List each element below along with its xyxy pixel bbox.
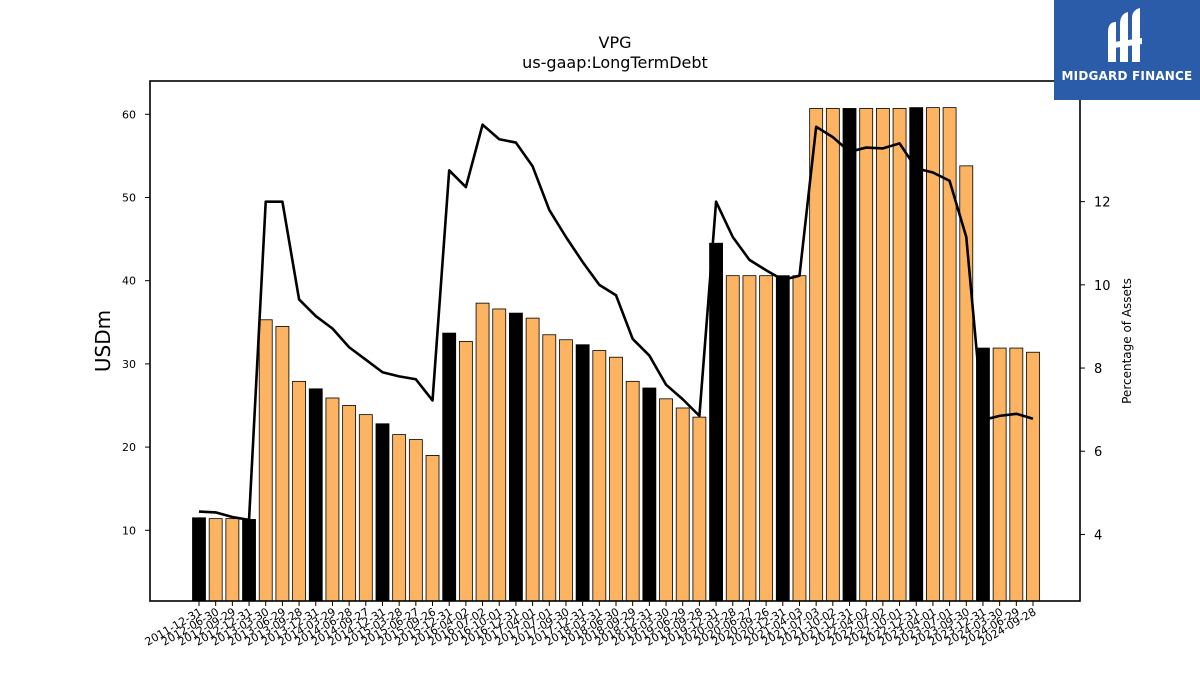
bar-2021-07-03: [809, 108, 824, 602]
bar-2022-07-02: [875, 108, 890, 602]
bar-2024-09-28: [1026, 351, 1040, 602]
y-tick-label: 60: [122, 108, 136, 121]
bar-2016-10-01: [492, 308, 507, 602]
bar-2016-12-31: [509, 312, 523, 602]
bar-2019-12-31: [709, 242, 723, 602]
bar-2014-12-31: [375, 423, 390, 602]
bar-2020-12-31: [775, 275, 790, 602]
y-tick-label: 30: [122, 358, 136, 371]
bar-series: [192, 107, 1040, 602]
bar-2017-12-31: [575, 344, 590, 602]
plot-frame: [149, 80, 1081, 602]
brand-name: MIDGARD FINANCE: [1061, 69, 1193, 83]
chart-subtitle: us-gaap:LongTermDebt: [522, 53, 708, 72]
bar-2022-10-01: [892, 108, 907, 602]
bar-2018-12-31: [642, 387, 657, 602]
bar-2015-09-26: [425, 454, 440, 602]
bar-2016-04-02: [458, 341, 473, 602]
y2-tick-label: 8: [1094, 362, 1102, 377]
bar-2023-12-31: [976, 347, 990, 602]
bar-2011-12-31: [192, 517, 206, 602]
bar-2014-09-27: [358, 414, 373, 602]
bar-2018-06-30: [609, 356, 623, 602]
bar-2016-07-02: [475, 302, 490, 602]
bar-2012-12-31: [242, 519, 256, 602]
bar-2014-06-28: [342, 405, 357, 602]
bar-2017-09-30: [559, 339, 573, 602]
bar-2024-06-29: [1009, 347, 1024, 602]
midgard-logo-icon: [1108, 8, 1142, 62]
bar-2013-12-31: [308, 388, 323, 602]
chart-title: VPG: [599, 33, 632, 52]
y-tick-label: 40: [122, 275, 136, 288]
bar-2018-09-29: [625, 380, 640, 602]
bar-2022-12-31: [909, 107, 924, 602]
bar-2019-03-30: [659, 398, 673, 602]
bar-2021-12-31: [842, 108, 857, 602]
y-axis-left: 10 20 30 40 50 60: [122, 108, 150, 537]
y-axis-right: 4 6 8 10 12: [1080, 196, 1111, 543]
bar-2015-12-31: [442, 332, 457, 602]
bar-2018-03-31: [592, 350, 607, 602]
bar-2022-04-02: [859, 108, 874, 602]
bar-2021-04-03: [792, 275, 807, 602]
bar-2023-09-30: [959, 165, 974, 602]
brand-logo: MIDGARD FINANCE: [1054, 0, 1200, 100]
y-tick-label: 10: [122, 524, 136, 537]
bar-2017-07-01: [542, 334, 557, 602]
percentage-of-assets-line: [198, 123, 1034, 522]
bar-2024-03-30: [992, 347, 1007, 602]
bar-2020-03-28: [725, 275, 740, 602]
bar-2017-04-01: [525, 317, 540, 602]
bar-2023-04-01: [926, 107, 940, 602]
bar-2019-06-29: [675, 407, 690, 602]
y2-tick-label: 6: [1094, 445, 1102, 460]
bar-2020-09-26: [759, 275, 774, 602]
bar-2015-06-27: [408, 439, 423, 602]
bar-2019-09-28: [692, 416, 707, 602]
bar-2014-03-29: [325, 397, 340, 602]
bar-2012-06-30: [208, 518, 223, 602]
y-tick-label: 20: [122, 441, 136, 454]
line-series: [198, 123, 1034, 522]
bar-2021-10-02: [825, 108, 840, 602]
bar-2013-06-29: [275, 326, 290, 602]
bar-2012-09-29: [225, 518, 240, 602]
y-axis-label: USDm: [91, 310, 115, 372]
bar-2020-06-27: [742, 275, 757, 602]
y2-tick-label: 10: [1094, 279, 1111, 294]
x-axis: 2011-12-312012-06-302012-09-292012-12-31…: [143, 601, 1039, 649]
y2-tick-label: 12: [1094, 196, 1111, 211]
bar-2013-09-28: [292, 380, 306, 602]
bar-2015-03-28: [392, 434, 407, 602]
y2-axis-label: Percentage of Assets: [1120, 278, 1134, 404]
y-tick-label: 50: [122, 191, 136, 204]
y2-tick-label: 4: [1094, 528, 1102, 543]
bar-2013-03-30: [258, 319, 273, 602]
